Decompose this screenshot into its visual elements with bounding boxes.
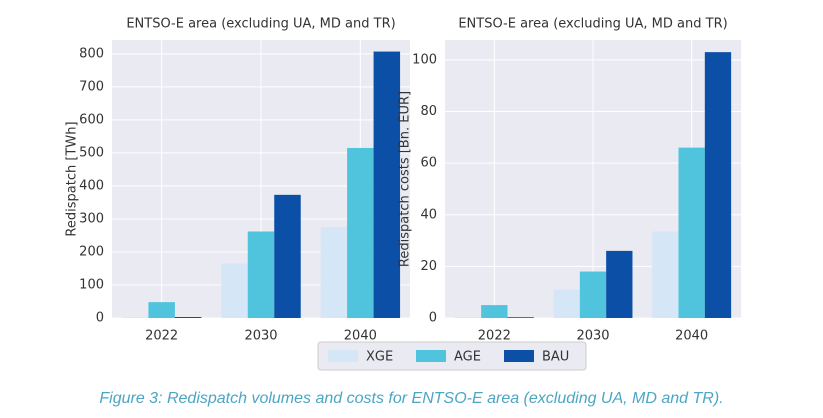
y-tick-label: 0	[429, 311, 437, 326]
x-tick-label: 2022	[145, 329, 178, 344]
legend-label: BAU	[542, 350, 569, 365]
caption: Figure 3: Redispatch volumes and costs f…	[99, 390, 724, 407]
bar	[454, 317, 482, 318]
bar	[606, 250, 633, 318]
bar	[174, 317, 202, 318]
y-tick-label: 500	[79, 145, 104, 160]
x-tick-label: 2030	[576, 329, 609, 344]
x-tick-label: 2040	[675, 329, 708, 344]
y-tick-label: 800	[79, 46, 104, 61]
bar	[652, 231, 679, 318]
legend-swatch	[416, 350, 446, 362]
y-axis-label: Redispatch [TWh]	[65, 121, 80, 236]
bar	[121, 317, 149, 318]
y-tick-label: 400	[79, 178, 104, 193]
bar	[481, 305, 508, 318]
y-tick-label: 40	[420, 207, 437, 222]
bar	[704, 52, 732, 319]
bar	[247, 231, 275, 318]
legend-box	[317, 341, 587, 371]
bar	[507, 317, 534, 318]
chart-title: ENTSO-E area (excluding UA, MD and TR)	[458, 17, 727, 32]
y-axis-label: Redispatch costs [Bn. EUR]	[398, 91, 413, 267]
y-tick-label: 300	[79, 211, 104, 226]
bar	[347, 147, 374, 318]
x-tick-label: 2022	[478, 329, 511, 344]
bar	[221, 263, 248, 318]
legend-swatch	[504, 350, 534, 362]
bar	[274, 194, 301, 318]
bar	[373, 51, 401, 319]
legend-label: XGE	[366, 350, 393, 365]
y-tick-label: 0	[96, 311, 104, 326]
legend-label: AGE	[454, 350, 481, 365]
y-tick-label: 100	[79, 277, 104, 292]
bar	[678, 147, 705, 318]
x-tick-label: 2030	[244, 329, 277, 344]
chart: ENTSO-E area (excluding UA, MD and TR) Re…	[65, 17, 741, 371]
legend-swatch	[328, 350, 358, 362]
y-tick-label: 20	[420, 259, 437, 274]
x-tick-label: 2040	[344, 329, 377, 344]
y-tick-label: 200	[79, 244, 104, 259]
y-tick-label: 80	[420, 104, 437, 119]
chart-title: ENTSO-E area (excluding UA, MD and TR)	[126, 17, 395, 32]
y-tick-label: 600	[79, 112, 104, 127]
bar	[320, 227, 348, 318]
y-tick-label: 60	[420, 156, 437, 171]
bar	[553, 289, 580, 318]
bar	[148, 302, 175, 318]
bar	[579, 271, 607, 318]
y-tick-label: 100	[412, 52, 437, 67]
y-tick-label: 700	[79, 79, 104, 94]
